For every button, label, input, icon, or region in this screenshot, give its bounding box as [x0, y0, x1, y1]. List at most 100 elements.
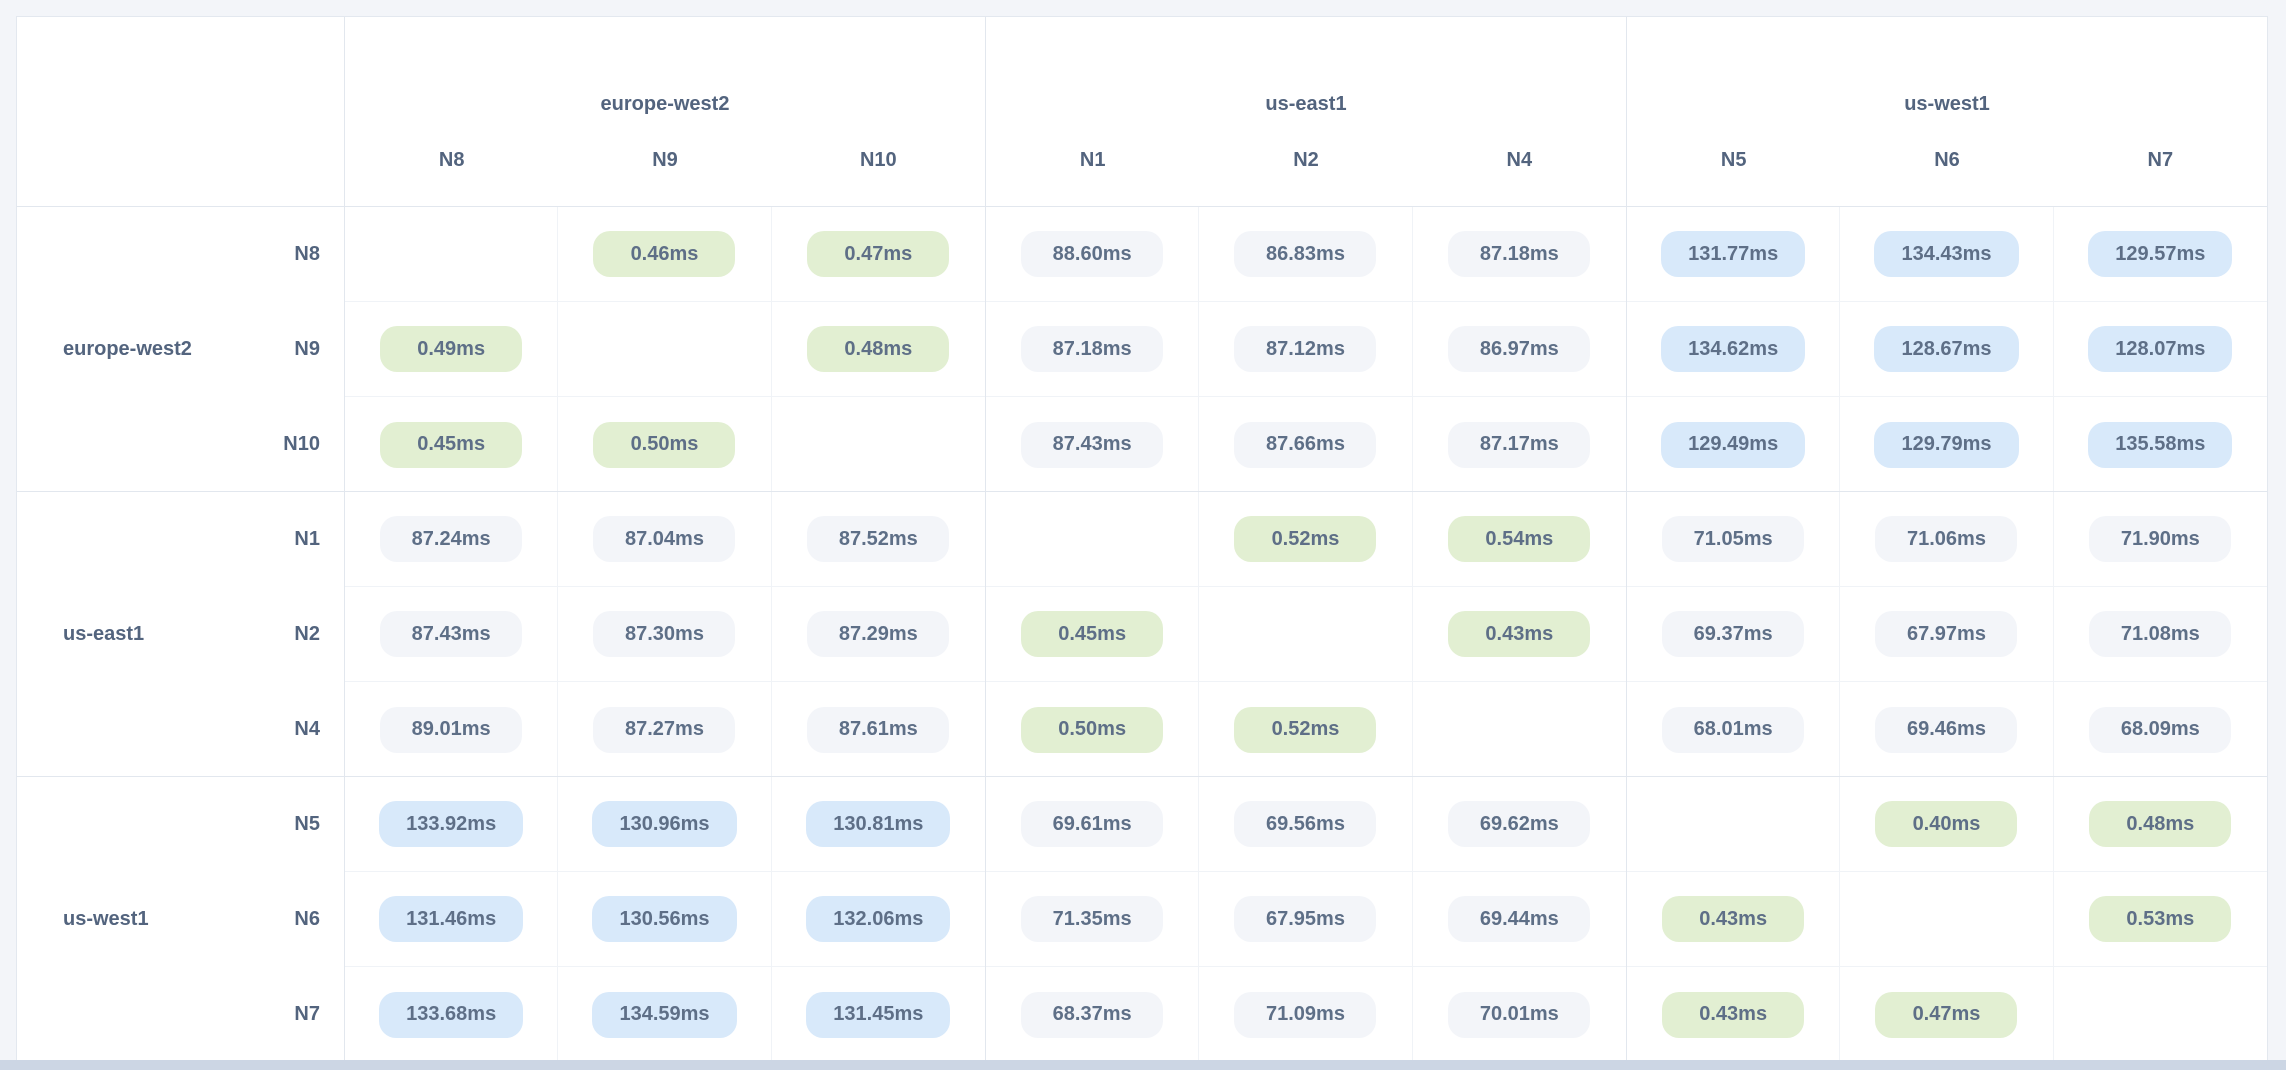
latency-pill[interactable]: 134.59ms — [592, 991, 737, 1038]
latency-cell: 129.79ms — [1840, 397, 2054, 492]
latency-pill[interactable]: 0.43ms — [1662, 896, 1805, 942]
column-group-header-europe-west2: europe-west2 N8 N9 N10 — [344, 17, 985, 206]
latency-pill[interactable]: 131.45ms — [806, 991, 951, 1038]
latency-pill[interactable]: 128.07ms — [2088, 326, 2233, 372]
latency-pill[interactable]: 130.81ms — [806, 801, 951, 847]
latency-pill[interactable]: 0.43ms — [1448, 611, 1591, 657]
latency-pill[interactable]: 130.56ms — [592, 896, 737, 942]
latency-block: 87.24ms 87.04ms 87.52ms 87.43ms 87.30ms 87.29… — [344, 491, 985, 777]
latency-pill[interactable]: 134.43ms — [1874, 231, 2019, 277]
latency-cell: 67.95ms — [1199, 872, 1413, 967]
latency-pill[interactable]: 0.40ms — [1875, 801, 2018, 847]
latency-cell: 89.01ms — [345, 682, 559, 777]
latency-pill[interactable]: 71.08ms — [2089, 611, 2232, 657]
latency-pill[interactable]: 69.62ms — [1448, 801, 1591, 847]
latency-pill[interactable]: 69.56ms — [1234, 801, 1377, 847]
latency-pill[interactable]: 71.90ms — [2089, 516, 2232, 562]
latency-pill[interactable]: 67.97ms — [1875, 611, 2018, 657]
latency-pill[interactable]: 0.46ms — [593, 231, 736, 277]
latency-cell: 87.12ms — [1199, 302, 1413, 397]
latency-cell: 69.46ms — [1840, 682, 2054, 777]
latency-pill[interactable]: 0.48ms — [807, 326, 950, 372]
latency-pill[interactable]: 67.95ms — [1234, 896, 1377, 942]
latency-pill[interactable]: 87.18ms — [1021, 326, 1164, 372]
latency-pill[interactable]: 133.68ms — [379, 991, 524, 1038]
latency-pill[interactable]: 87.04ms — [593, 516, 736, 562]
latency-pill[interactable]: 89.01ms — [380, 706, 523, 753]
latency-pill[interactable]: 87.17ms — [1448, 421, 1591, 468]
latency-pill[interactable]: 133.92ms — [379, 801, 524, 847]
latency-pill[interactable]: 71.05ms — [1662, 516, 1805, 562]
latency-pill[interactable]: 87.27ms — [593, 706, 736, 753]
latency-pill[interactable]: 132.06ms — [806, 896, 951, 942]
latency-pill[interactable]: 87.61ms — [807, 706, 950, 753]
latency-pill[interactable]: 68.01ms — [1662, 706, 1805, 753]
latency-pill[interactable]: 87.52ms — [807, 516, 950, 562]
latency-pill[interactable]: 87.66ms — [1234, 421, 1377, 468]
latency-pill[interactable]: 130.96ms — [592, 801, 737, 847]
latency-pill[interactable]: 69.46ms — [1875, 706, 2018, 753]
column-node-label-n6: N6 — [1934, 149, 1960, 171]
latency-pill[interactable]: 87.18ms — [1448, 231, 1591, 277]
latency-pill[interactable]: 129.57ms — [2088, 231, 2233, 277]
latency-pill[interactable]: 68.37ms — [1021, 991, 1164, 1038]
latency-cell: 134.59ms — [558, 967, 772, 1062]
latency-cell: 0.45ms — [345, 397, 559, 492]
latency-pill[interactable]: 128.67ms — [1874, 326, 2019, 372]
latency-pill[interactable]: 87.24ms — [380, 516, 523, 562]
latency-pill[interactable]: 0.45ms — [1021, 611, 1164, 657]
latency-pill[interactable]: 69.44ms — [1448, 896, 1591, 942]
latency-pill[interactable]: 69.61ms — [1021, 801, 1164, 847]
latency-pill[interactable]: 0.53ms — [2089, 896, 2232, 942]
latency-pill[interactable]: 134.62ms — [1661, 326, 1806, 372]
latency-pill[interactable]: 69.37ms — [1662, 611, 1805, 657]
matrix-corner-cell — [17, 17, 344, 206]
latency-pill[interactable]: 0.45ms — [380, 421, 523, 468]
latency-pill[interactable]: 0.48ms — [2089, 801, 2232, 847]
latency-cell: 0.43ms — [1627, 967, 1841, 1062]
latency-pill[interactable]: 86.97ms — [1448, 326, 1591, 372]
latency-cell: 0.53ms — [2053, 872, 2267, 967]
row-group-header-us-west1: us-west1 N5 N6 N7 — [17, 776, 344, 1061]
row-node-label-n1: N1 — [294, 528, 320, 550]
latency-pill[interactable]: 0.47ms — [807, 231, 950, 277]
latency-pill[interactable]: 131.46ms — [379, 896, 524, 942]
latency-cell: 70.01ms — [1413, 967, 1626, 1062]
latency-pill[interactable]: 87.43ms — [380, 611, 523, 657]
latency-cell: 87.17ms — [1413, 397, 1626, 492]
latency-cell: 0.50ms — [986, 682, 1200, 777]
latency-cell: 0.54ms — [1412, 492, 1626, 587]
latency-pill[interactable]: 71.35ms — [1021, 896, 1164, 942]
latency-pill[interactable]: 129.79ms — [1874, 421, 2019, 468]
latency-cell: 0.45ms — [986, 587, 1200, 682]
latency-pill[interactable]: 70.01ms — [1448, 991, 1591, 1038]
latency-pill[interactable]: 88.60ms — [1021, 231, 1164, 277]
latency-pill[interactable]: 0.43ms — [1662, 991, 1805, 1038]
latency-pill[interactable]: 86.83ms — [1234, 231, 1377, 277]
latency-pill[interactable]: 87.30ms — [593, 611, 736, 657]
latency-cell — [345, 207, 559, 302]
latency-pill[interactable]: 0.47ms — [1875, 991, 2018, 1038]
latency-pill[interactable]: 0.52ms — [1234, 516, 1377, 562]
row-region-label: us-west1 — [63, 907, 149, 930]
latency-pill[interactable]: 87.43ms — [1021, 421, 1164, 468]
horizontal-scrollbar[interactable] — [0, 1060, 2286, 1070]
latency-pill[interactable]: 0.52ms — [1234, 706, 1377, 753]
latency-block: 131.77ms 134.43ms 129.57ms 134.62ms 128.67ms… — [1626, 206, 2267, 492]
latency-pill[interactable]: 87.29ms — [807, 611, 950, 657]
latency-cell: 87.30ms — [558, 587, 772, 682]
latency-block: 0.40ms 0.48ms 0.43ms 0.53ms 0.43ms 0.47ms — [1626, 776, 2267, 1062]
latency-pill[interactable]: 0.50ms — [1021, 706, 1164, 753]
latency-pill[interactable]: 0.50ms — [593, 421, 736, 468]
latency-pill[interactable]: 68.09ms — [2089, 706, 2232, 753]
latency-pill[interactable]: 131.77ms — [1661, 231, 1806, 277]
latency-pill[interactable]: 135.58ms — [2088, 421, 2233, 468]
latency-pill[interactable]: 87.12ms — [1234, 326, 1377, 372]
latency-pill[interactable]: 71.06ms — [1875, 516, 2018, 562]
latency-pill[interactable]: 0.49ms — [380, 326, 523, 372]
latency-pill[interactable]: 0.54ms — [1448, 516, 1591, 562]
latency-cell — [2054, 967, 2267, 1062]
latency-cell: 131.46ms — [345, 872, 559, 967]
latency-pill[interactable]: 129.49ms — [1661, 421, 1806, 468]
latency-pill[interactable]: 71.09ms — [1234, 991, 1377, 1038]
